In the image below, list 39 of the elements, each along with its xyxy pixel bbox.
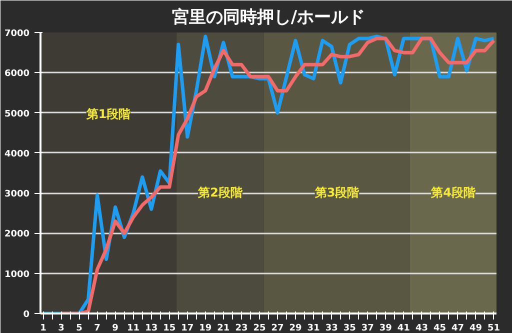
x-tick-label: 37 bbox=[361, 324, 374, 333]
x-tick-label: 29 bbox=[289, 324, 302, 333]
band-label: 第2段階 bbox=[197, 186, 244, 200]
y-tick-label: 2000 bbox=[4, 230, 30, 240]
x-tick-label: 13 bbox=[145, 324, 158, 333]
x-tick-label: 43 bbox=[415, 324, 428, 333]
x-tick-label: 27 bbox=[271, 324, 284, 333]
x-tick-label: 51 bbox=[488, 324, 500, 333]
x-tick-label: 15 bbox=[163, 324, 176, 333]
y-tick-label: 7000 bbox=[4, 29, 30, 39]
x-tick-label: 39 bbox=[379, 324, 392, 333]
x-tick-label: 33 bbox=[325, 324, 338, 333]
y-tick-label: 4000 bbox=[4, 149, 30, 160]
x-tick-label: 23 bbox=[235, 324, 248, 333]
y-tick-label: 0 bbox=[23, 310, 30, 320]
band-label: 第3段階 bbox=[314, 186, 360, 200]
x-tick-label: 31 bbox=[307, 324, 320, 333]
y-tick-label: 1000 bbox=[4, 270, 30, 280]
x-tick-label: 11 bbox=[127, 324, 140, 333]
y-tick-label: 6000 bbox=[4, 69, 30, 80]
x-tick-label: 47 bbox=[451, 324, 464, 333]
x-tick-label: 25 bbox=[253, 324, 266, 333]
x-tick-label: 3 bbox=[58, 324, 64, 333]
y-tick-label: 3000 bbox=[4, 190, 30, 200]
x-tick-label: 41 bbox=[397, 324, 410, 333]
y-tick-label: 5000 bbox=[4, 109, 30, 120]
band-label: 第4段階 bbox=[430, 186, 476, 200]
x-tick-label: 17 bbox=[181, 324, 194, 333]
x-tick-label: 21 bbox=[217, 324, 230, 333]
x-tick-label: 49 bbox=[470, 324, 482, 333]
x-tick-label: 45 bbox=[433, 324, 446, 333]
x-tick-label: 9 bbox=[112, 324, 118, 333]
band-label: 第1段階 bbox=[85, 106, 132, 121]
x-tick-label: 7 bbox=[94, 324, 100, 333]
x-tick-label: 19 bbox=[199, 324, 212, 333]
chart-title: 宮里の同時押し/ホールド bbox=[172, 8, 366, 28]
x-tick-label: 1 bbox=[40, 324, 46, 333]
x-tick-label: 5 bbox=[76, 324, 82, 333]
x-tick-label: 35 bbox=[343, 324, 356, 333]
